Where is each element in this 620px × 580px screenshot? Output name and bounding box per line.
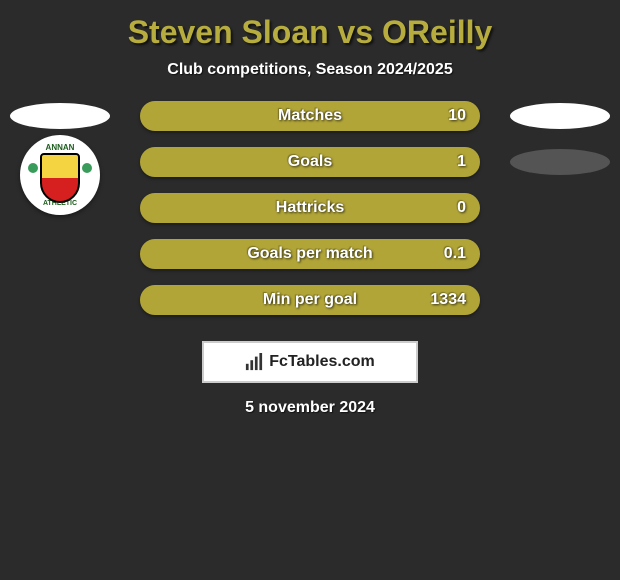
player1-ellipse	[10, 103, 110, 129]
brand-box[interactable]: FcTables.com	[202, 341, 418, 383]
stat-bar-gpm: Goals per match 0.1	[140, 239, 480, 269]
badge-text-top: ANNAN	[26, 143, 94, 152]
stat-label: Hattricks	[276, 199, 344, 217]
stat-bar-mpg: Min per goal 1334	[140, 285, 480, 315]
stat-value: 0.1	[444, 245, 466, 263]
stat-label: Matches	[278, 107, 342, 125]
stat-row: Goals per match 0.1	[0, 239, 620, 285]
player2-ellipse	[510, 103, 610, 129]
stats-container: Steven Sloan vs OReilly Club competition…	[0, 0, 620, 417]
bars-icon	[245, 353, 263, 371]
stat-value: 1	[457, 153, 466, 171]
stat-bar-goals: Goals 1	[140, 147, 480, 177]
stat-value: 0	[457, 199, 466, 217]
stat-value: 10	[448, 107, 466, 125]
page-title: Steven Sloan vs OReilly	[0, 14, 620, 51]
stat-label: Min per goal	[263, 291, 357, 309]
stat-value: 1334	[430, 291, 466, 309]
brand-text: FcTables.com	[269, 353, 375, 371]
stat-row: ANNAN ATHLETIC Goals 1	[0, 147, 620, 193]
stat-row: Min per goal 1334	[0, 285, 620, 331]
stat-label: Goals	[288, 153, 332, 171]
stat-row: Hattricks 0	[0, 193, 620, 239]
subtitle: Club competitions, Season 2024/2025	[0, 61, 620, 79]
stat-bar-matches: Matches 10	[140, 101, 480, 131]
thistle-icon	[28, 163, 38, 173]
player2-ellipse	[510, 149, 610, 175]
thistle-icon	[82, 163, 92, 173]
stat-label: Goals per match	[247, 245, 372, 263]
date-text: 5 november 2024	[0, 399, 620, 417]
stat-bar-hattricks: Hattricks 0	[140, 193, 480, 223]
